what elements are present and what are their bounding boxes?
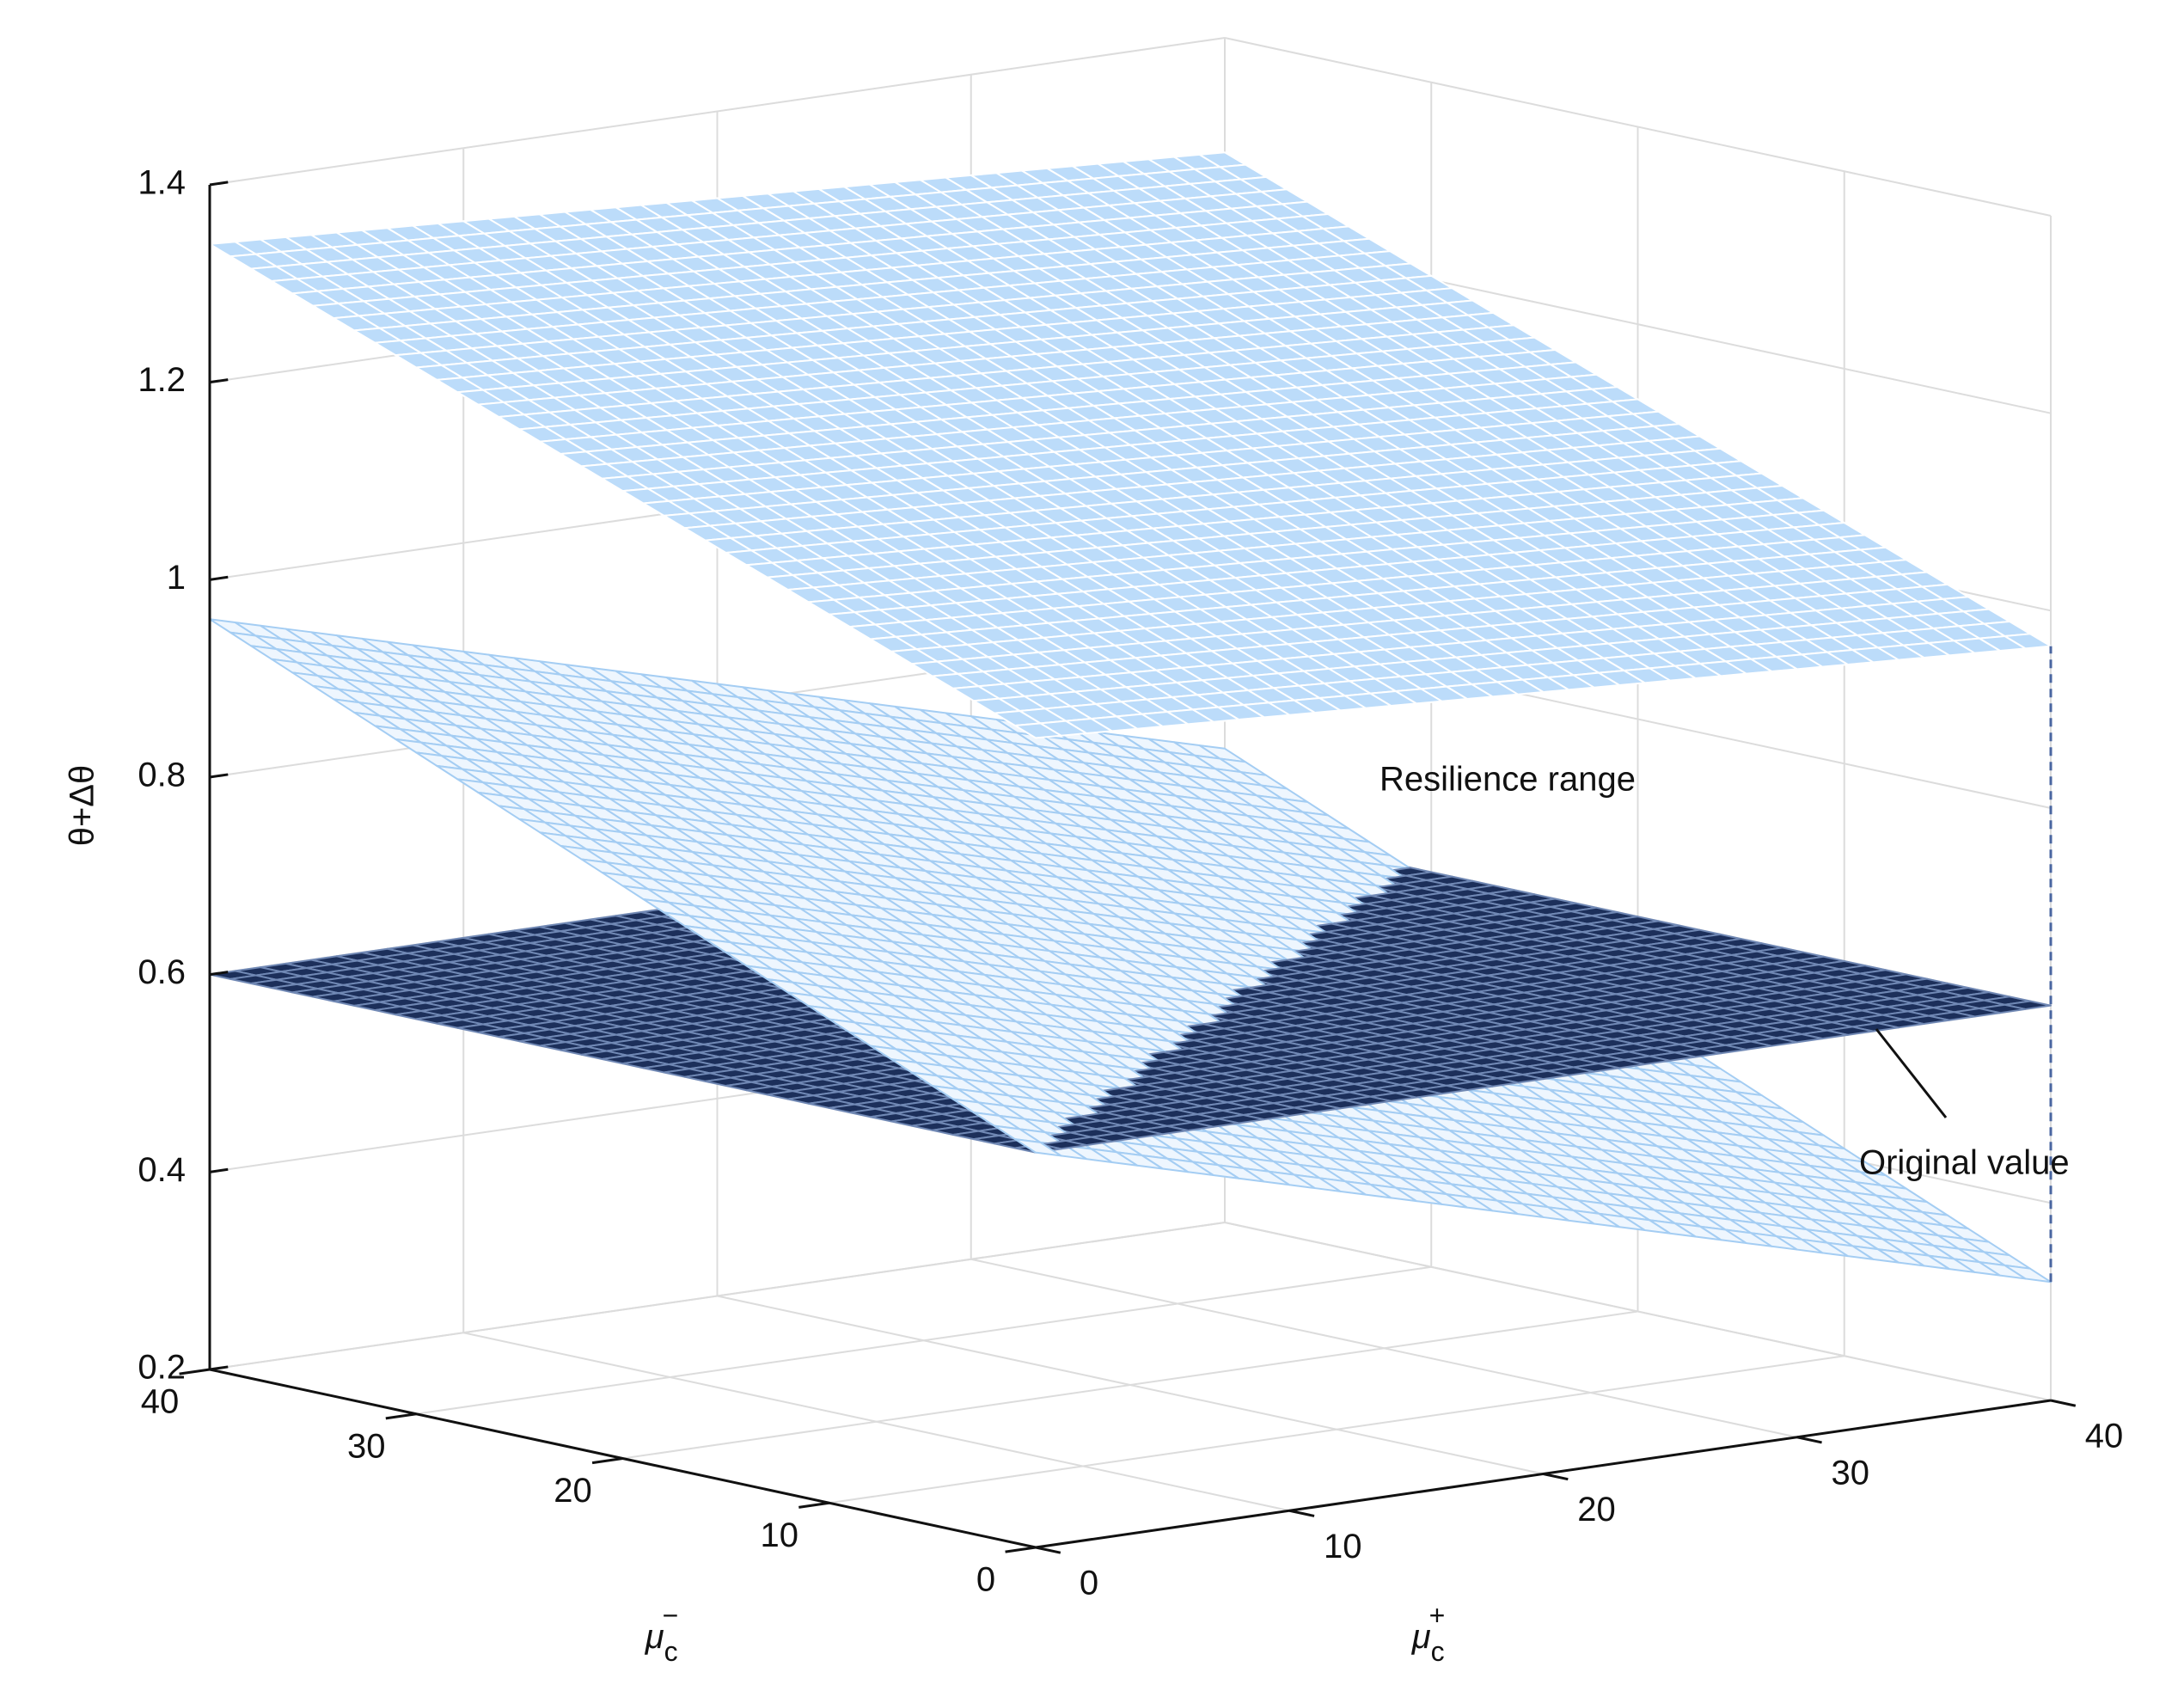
surface-layer [208, 151, 2052, 1283]
x-axis-title: μc − [645, 1600, 679, 1667]
z-tick [209, 773, 229, 779]
x-tick-label: 40 [141, 1383, 180, 1421]
x-axis-title-sup: − [663, 1600, 679, 1631]
z-tick-label: 1.4 [138, 164, 186, 202]
x-tick-label: 30 [347, 1427, 386, 1465]
x-tick-label: 20 [554, 1472, 592, 1510]
z-tick-label: 0.8 [138, 757, 186, 794]
x-tick [385, 1412, 417, 1420]
y-tick-label: 0 [1080, 1565, 1098, 1602]
z-tick [209, 575, 229, 581]
y-tick-label: 30 [1832, 1454, 1870, 1492]
z-tick [209, 1365, 229, 1371]
y-tick-label: 20 [1577, 1491, 1616, 1529]
grid-line [1224, 1222, 2052, 1401]
x-tick [1005, 1546, 1037, 1553]
grid-line [1224, 37, 2052, 217]
grid-line [970, 1258, 1797, 1438]
z-tick-label: 0.6 [138, 953, 186, 991]
y-tick [2050, 1399, 2077, 1407]
annotation: Resilience range [1380, 761, 1636, 799]
y-tick [1288, 1509, 1315, 1517]
x-tick-label: 10 [761, 1516, 799, 1554]
y-tick-label: 10 [1324, 1528, 1362, 1565]
z-tick-label: 1 [167, 559, 186, 597]
x-axis-title-base: μ [645, 1618, 664, 1656]
z-tick [209, 1167, 229, 1173]
y-tick [1796, 1436, 1822, 1444]
grid-line [209, 37, 1226, 186]
annotation-leader [1875, 1028, 1948, 1118]
y-axis-title-base: μ [1411, 1618, 1431, 1656]
x-tick-label: 0 [976, 1561, 995, 1599]
y-tick-label: 40 [2085, 1418, 2124, 1455]
z-tick-label: 1.2 [138, 361, 186, 399]
z-tick [209, 181, 229, 187]
z-axis-title: θ+Δθ [64, 765, 101, 847]
x-axis-title-sub: c [664, 1636, 678, 1667]
y-axis-title: μc + [1411, 1600, 1446, 1667]
y-tick [1035, 1546, 1061, 1554]
x-tick [798, 1501, 829, 1509]
annotation: Original value [1859, 1144, 2070, 1182]
z-tick-label: 0.2 [138, 1349, 186, 1387]
grid-line [717, 1295, 1544, 1475]
z-tick [209, 378, 229, 384]
grid-line [209, 1222, 1226, 1370]
y-axis-title-sub: c [1431, 1636, 1445, 1667]
y-tick [1543, 1473, 1569, 1481]
grid-line [463, 1332, 1290, 1512]
x-tick [591, 1457, 623, 1465]
z-tick-label: 0.4 [138, 1151, 186, 1189]
y-axis-title-sup: + [1429, 1600, 1446, 1631]
